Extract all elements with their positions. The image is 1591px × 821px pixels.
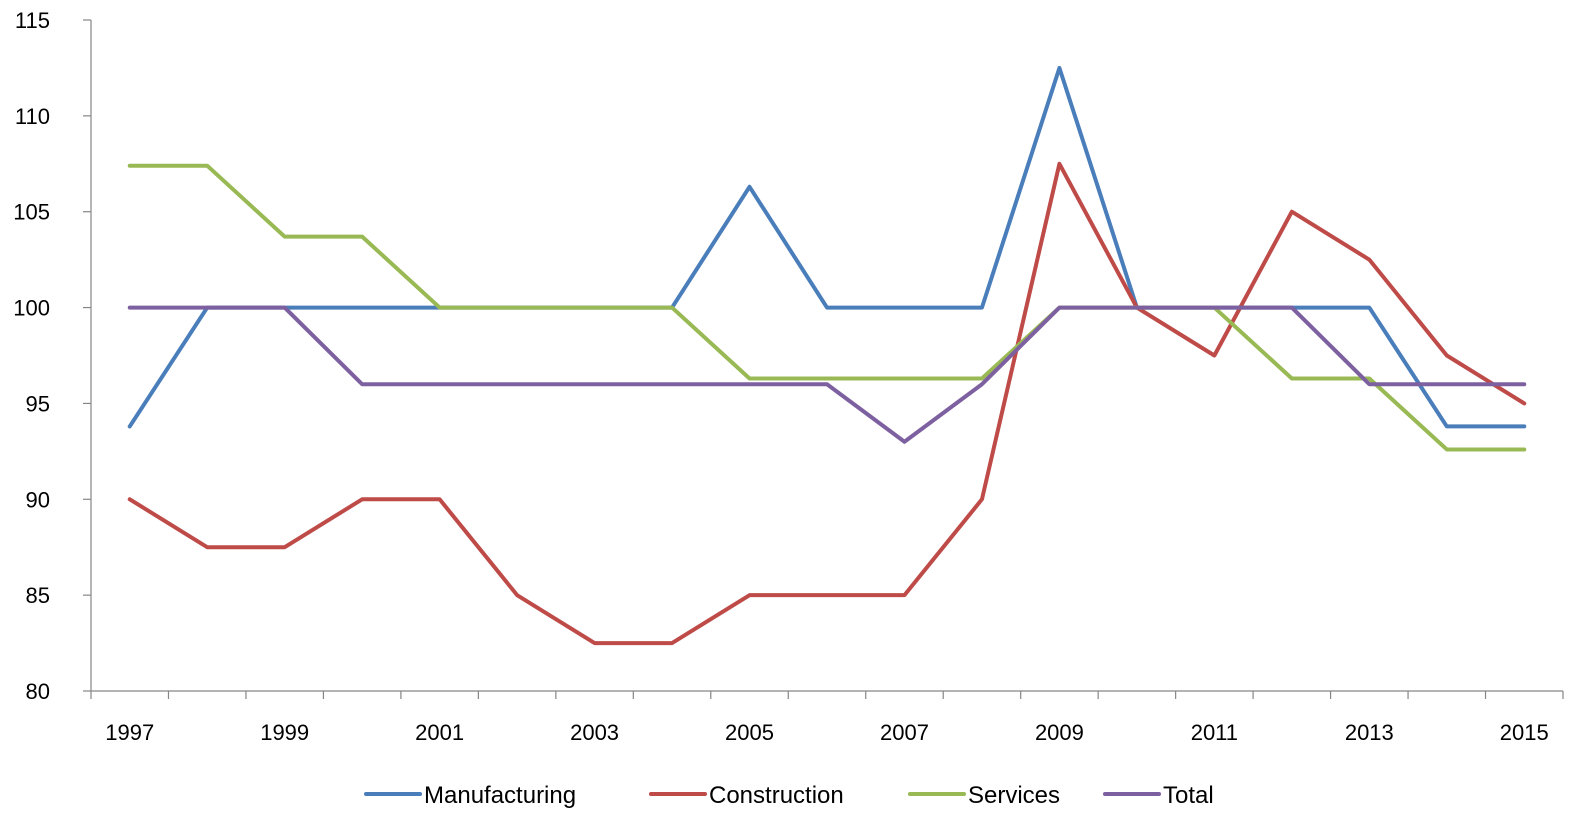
y-tick-label: 115: [15, 8, 50, 33]
y-tick-label: 85: [26, 583, 50, 608]
series-line-total: [127, 305, 1527, 444]
y-tick-label: 95: [26, 391, 50, 416]
x-tick-label: 2015: [1500, 720, 1549, 745]
series-line-services: [127, 163, 1527, 452]
legend-label: Services: [968, 782, 1060, 809]
legend-item-construction: Construction: [649, 782, 844, 809]
y-tick-label: 100: [13, 296, 50, 321]
y-axis-ticks: 80 85 90 95 100 105 110 115: [13, 8, 91, 704]
x-tick-label: 2007: [880, 720, 929, 745]
series-line-construction: [127, 161, 1527, 646]
legend-item-manufacturing: Manufacturing: [364, 782, 576, 809]
x-tick-label: 2005: [725, 720, 774, 745]
x-tick-label: 2011: [1191, 720, 1238, 745]
legend-label: Manufacturing: [424, 782, 576, 809]
x-tick-label: 2001: [415, 720, 464, 745]
x-tick-label: 2009: [1035, 720, 1084, 745]
y-tick-label: 80: [26, 679, 50, 704]
y-tick-label: 105: [13, 200, 50, 225]
plot-area: 80 85 90 95 100 105 110 115 1997 1999 2001 2003 200…: [13, 8, 1564, 745]
legend: Manufacturing Construction Services Total: [364, 782, 1214, 809]
y-tick-label: 90: [26, 487, 50, 512]
x-tick-label: 1999: [260, 720, 309, 745]
legend-item-total: Total: [1103, 782, 1214, 809]
series-line-manufacturing: [127, 65, 1527, 429]
legend-item-services: Services: [908, 782, 1060, 809]
x-axis-ticks: 1997 1999 2001 2003 2005 2007 2009 2011 2013 2015: [90, 691, 1564, 745]
x-tick-label: 2003: [570, 720, 619, 745]
legend-label: Total: [1163, 782, 1214, 809]
legend-label: Construction: [709, 782, 844, 809]
x-tick-label: 2013: [1345, 720, 1394, 745]
x-tick-label: 1997: [105, 720, 154, 745]
series-lines: [127, 65, 1527, 646]
y-tick-label: 110: [15, 104, 50, 129]
